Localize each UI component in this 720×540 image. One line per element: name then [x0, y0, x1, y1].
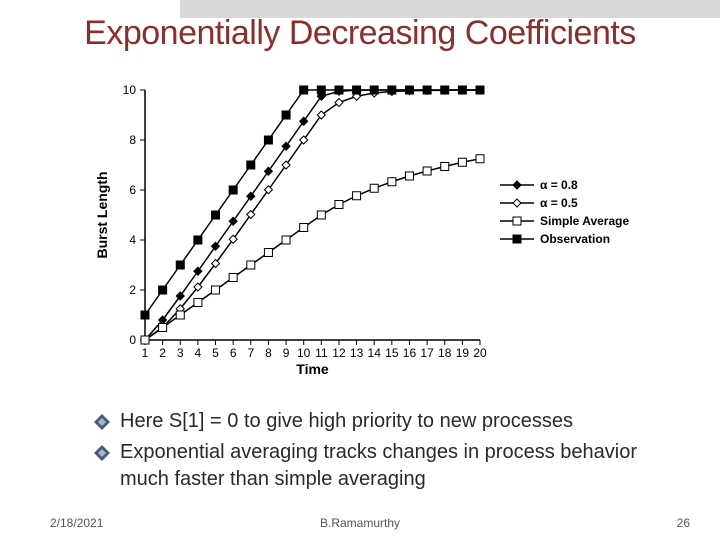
svg-text:8: 8: [129, 133, 136, 147]
bullet-text: Exponential averaging tracks changes in …: [120, 439, 680, 493]
svg-text:Simple Average: Simple Average: [540, 214, 629, 228]
svg-text:Observation: Observation: [540, 232, 610, 246]
diamond-bullet-icon: [94, 445, 110, 461]
svg-text:α = 0.5: α = 0.5: [540, 196, 578, 210]
slide-title: Exponentially Decreasing Coefficients: [0, 14, 720, 53]
svg-text:13: 13: [350, 346, 364, 360]
svg-text:Burst Length: Burst Length: [94, 171, 110, 258]
svg-text:10: 10: [123, 83, 137, 97]
svg-text:11: 11: [315, 346, 328, 360]
chart-svg: 02468101234567891011121314151617181920Ti…: [90, 80, 650, 380]
svg-text:α = 0.8: α = 0.8: [540, 178, 578, 192]
svg-text:4: 4: [195, 346, 202, 360]
bullet-list: Here S[1] = 0 to give high priority to n…: [94, 408, 680, 497]
svg-text:18: 18: [438, 346, 452, 360]
footer-author: B.Ramamurthy: [0, 516, 720, 530]
burst-length-chart: 02468101234567891011121314151617181920Ti…: [90, 80, 650, 380]
bullet-item: Here S[1] = 0 to give high priority to n…: [94, 408, 680, 435]
svg-text:9: 9: [283, 346, 290, 360]
svg-text:12: 12: [332, 346, 346, 360]
svg-text:20: 20: [473, 346, 487, 360]
bullet-text: Here S[1] = 0 to give high priority to n…: [120, 408, 573, 435]
svg-text:1: 1: [142, 346, 149, 360]
svg-text:8: 8: [265, 346, 272, 360]
footer-page-number: 26: [677, 516, 690, 530]
svg-text:4: 4: [129, 233, 136, 247]
svg-text:5: 5: [212, 346, 219, 360]
svg-text:6: 6: [129, 183, 136, 197]
svg-text:7: 7: [247, 346, 254, 360]
bullet-item: Exponential averaging tracks changes in …: [94, 439, 680, 493]
svg-text:16: 16: [403, 346, 417, 360]
svg-text:6: 6: [230, 346, 237, 360]
svg-text:Time: Time: [296, 361, 329, 377]
svg-text:0: 0: [129, 333, 136, 347]
svg-text:3: 3: [177, 346, 184, 360]
svg-text:2: 2: [159, 346, 166, 360]
svg-text:2: 2: [129, 283, 136, 297]
svg-text:14: 14: [368, 346, 382, 360]
svg-text:19: 19: [456, 346, 470, 360]
svg-text:17: 17: [420, 346, 434, 360]
diamond-bullet-icon: [94, 414, 110, 430]
svg-text:15: 15: [385, 346, 399, 360]
svg-text:10: 10: [297, 346, 311, 360]
